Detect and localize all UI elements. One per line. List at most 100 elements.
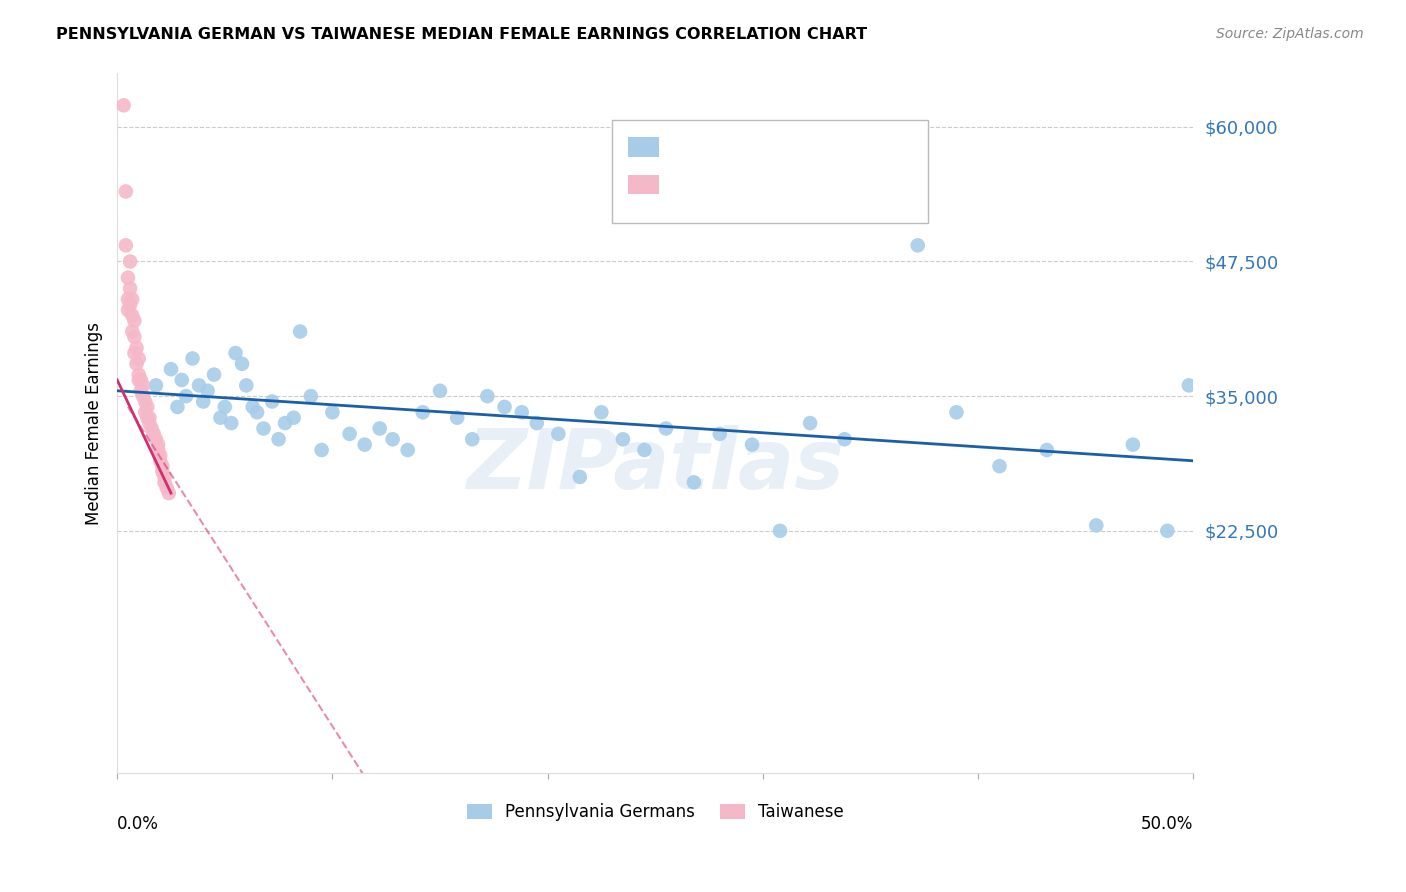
Point	[188, 378, 211, 392]
Point	[197, 384, 219, 398]
Point	[446, 410, 468, 425]
Point	[353, 437, 375, 451]
Point	[145, 378, 167, 392]
Point	[235, 378, 257, 392]
Point	[117, 303, 139, 318]
Text: 61: 61	[825, 138, 848, 156]
Point	[125, 357, 148, 371]
Point	[209, 410, 232, 425]
Point	[142, 426, 165, 441]
Point	[267, 432, 290, 446]
Point	[1085, 518, 1108, 533]
Point	[283, 410, 305, 425]
Point	[633, 443, 655, 458]
Point	[157, 486, 180, 500]
Point	[396, 443, 419, 458]
Point	[274, 416, 297, 430]
Point	[156, 481, 179, 495]
Point	[1178, 378, 1201, 392]
Point	[128, 368, 150, 382]
Text: 0.0%: 0.0%	[117, 815, 159, 833]
Point	[150, 465, 173, 479]
Point	[246, 405, 269, 419]
Text: R =: R =	[673, 138, 710, 156]
Point	[153, 470, 176, 484]
Point	[1156, 524, 1178, 538]
Point	[121, 309, 143, 323]
Point	[429, 384, 451, 398]
Point	[149, 454, 172, 468]
Point	[121, 325, 143, 339]
Point	[134, 394, 156, 409]
Point	[1122, 437, 1144, 451]
Point	[311, 443, 333, 458]
Point	[136, 400, 159, 414]
Point	[134, 405, 156, 419]
Point	[193, 394, 215, 409]
Legend: Pennsylvania Germans, Taiwanese: Pennsylvania Germans, Taiwanese	[460, 797, 851, 828]
Point	[655, 421, 678, 435]
Point	[219, 416, 242, 430]
Point	[242, 400, 264, 414]
Text: ZIPatlas: ZIPatlas	[467, 425, 844, 506]
Point	[799, 416, 821, 430]
Point	[288, 325, 311, 339]
Point	[907, 238, 929, 252]
Point	[112, 98, 135, 112]
Point	[1036, 443, 1059, 458]
Text: 50.0%: 50.0%	[1140, 815, 1194, 833]
Point	[709, 426, 731, 441]
Point	[870, 174, 893, 188]
Text: -0.290: -0.290	[709, 176, 768, 194]
Point	[145, 432, 167, 446]
Point	[129, 384, 152, 398]
Point	[225, 346, 247, 360]
Point	[117, 292, 139, 306]
Point	[150, 459, 173, 474]
Point	[202, 368, 225, 382]
Point	[149, 449, 172, 463]
Text: -0.257: -0.257	[709, 138, 768, 156]
Point	[153, 475, 176, 490]
Point	[510, 405, 533, 419]
Point	[214, 400, 236, 414]
Point	[166, 400, 188, 414]
Point	[114, 185, 136, 199]
Point	[138, 410, 160, 425]
Point	[568, 470, 591, 484]
Point	[461, 432, 484, 446]
Text: PENNSYLVANIA GERMAN VS TAIWANESE MEDIAN FEMALE EARNINGS CORRELATION CHART: PENNSYLVANIA GERMAN VS TAIWANESE MEDIAN …	[56, 27, 868, 42]
Point	[124, 330, 146, 344]
Point	[494, 400, 516, 414]
Point	[988, 459, 1011, 474]
Point	[769, 524, 792, 538]
Point	[612, 432, 634, 446]
Point	[120, 281, 142, 295]
Point	[120, 297, 142, 311]
Point	[252, 421, 274, 435]
Point	[160, 362, 183, 376]
Point	[547, 426, 569, 441]
Point	[477, 389, 499, 403]
Point	[129, 373, 152, 387]
Point	[124, 314, 146, 328]
Point	[321, 405, 343, 419]
Point	[120, 254, 142, 268]
Point	[138, 416, 160, 430]
Point	[834, 432, 856, 446]
Point	[591, 405, 613, 419]
Point	[128, 351, 150, 366]
Text: N =: N =	[779, 176, 827, 194]
Point	[174, 389, 197, 403]
Y-axis label: Median Female Earnings: Median Female Earnings	[86, 322, 103, 524]
Point	[231, 357, 253, 371]
Point	[128, 373, 150, 387]
Point	[683, 475, 706, 490]
Point	[741, 437, 763, 451]
Point	[381, 432, 404, 446]
Point	[339, 426, 361, 441]
Point	[114, 238, 136, 252]
Text: R =: R =	[673, 176, 710, 194]
Point	[181, 351, 204, 366]
Point	[299, 389, 322, 403]
